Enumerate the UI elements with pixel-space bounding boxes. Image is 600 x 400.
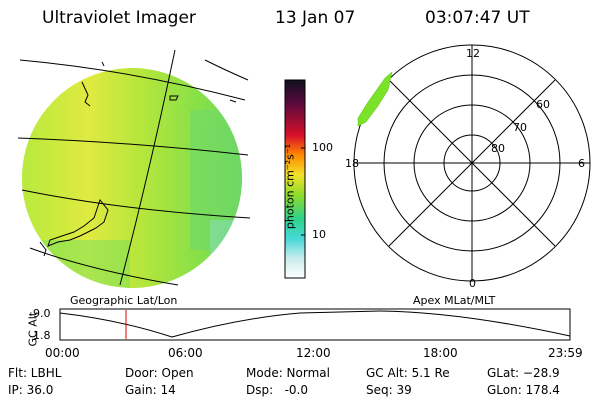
mlt-label-0: 0 [469,277,476,290]
colorbar [284,79,306,279]
altitude-ytick-high: 9.0 [33,307,51,320]
altitude-xtick-1200: 12:00 [296,346,331,360]
status-gc-alt: GC Alt: 5.1 Re [366,366,450,380]
aurora-patch [357,71,393,127]
status-dsp: Dsp: -0.0 [246,383,309,397]
status-glon: GLon: 178.4 [487,383,560,397]
status-filter: Flt: LBHL [8,366,62,380]
mlt-label-6: 6 [578,157,585,170]
altitude-xtick-1800: 18:00 [423,346,458,360]
colorbar-tick-10: 10 [312,228,326,241]
altitude-xtick-0600: 06:00 [168,346,203,360]
status-ip: IP: 36.0 [8,383,54,397]
colorbar-tick-100: 100 [312,141,333,154]
mlat-label-70: 70 [513,121,527,134]
coastline-icon [39,61,237,257]
uv-disc [22,68,242,288]
mlat-label-80: 80 [491,142,505,155]
header-date: 13 Jan 07 [275,8,356,28]
status-mode: Mode: Normal [246,366,330,380]
status-seq: Seq: 39 [366,383,412,397]
polar-caption: Apex MLat/MLT [413,294,496,307]
mlt-label-12: 12 [466,47,480,60]
mlt-label-18: 18 [345,157,359,170]
altitude-ytick-low: 1.8 [33,329,51,342]
mlat-label-60: 60 [536,98,550,111]
geo-caption: Geographic Lat/Lon [70,294,178,307]
status-glat: GLat: −28.9 [487,366,560,380]
status-gain: Gain: 14 [125,383,176,397]
altitude-xtick-0000: 00:00 [45,346,80,360]
header-time: 03:07:47 UT [425,8,530,28]
status-door: Door: Open [125,366,194,380]
app-title: Ultraviolet Imager [42,8,196,28]
altitude-xtick-2359: 23:59 [548,346,583,360]
